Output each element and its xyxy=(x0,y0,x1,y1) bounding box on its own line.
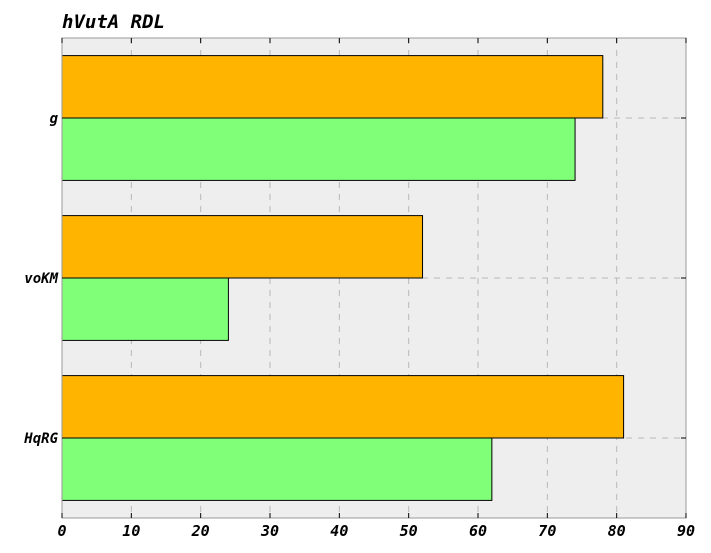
x-tick-label: 20 xyxy=(191,522,210,540)
x-tick-label: 70 xyxy=(538,522,556,540)
x-tick-label: 60 xyxy=(469,522,487,540)
x-tick-label: 50 xyxy=(400,522,418,540)
x-axis-tick-labels: 0 10 20 30 40 50 60 70 80 90 xyxy=(57,522,695,540)
axis-ticks xyxy=(61,38,687,518)
y-axis-category-labels: g voKM HqRG xyxy=(23,111,58,447)
x-tick-label: 30 xyxy=(260,522,279,540)
x-tick-label: 0 xyxy=(57,522,66,540)
bar xyxy=(61,437,493,501)
bar xyxy=(61,55,604,119)
x-tick-label: 90 xyxy=(677,522,695,540)
bar xyxy=(61,277,229,341)
x-tick-label: 10 xyxy=(122,522,140,540)
y-category-label: HqRG xyxy=(23,431,58,447)
bar xyxy=(61,117,576,181)
y-category-label: voKM xyxy=(24,271,58,287)
y-category-label: g xyxy=(50,111,59,127)
chart-title: hVutA RDL xyxy=(62,11,165,33)
x-tick-label: 40 xyxy=(330,522,348,540)
bar xyxy=(61,375,625,439)
x-tick-label: 80 xyxy=(608,522,626,540)
bars xyxy=(61,55,625,501)
bar xyxy=(61,215,424,279)
